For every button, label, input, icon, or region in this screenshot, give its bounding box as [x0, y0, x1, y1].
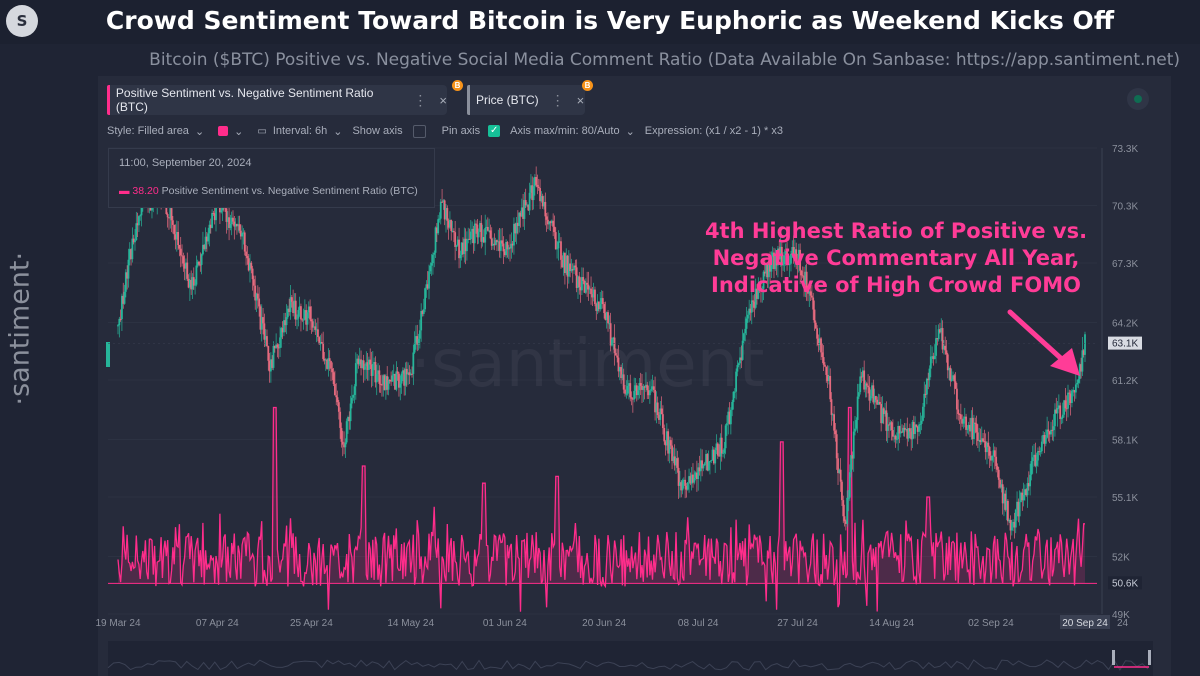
metric-color-edge: [467, 85, 470, 115]
color-swatch[interactable]: [218, 126, 229, 136]
annotation-line: 4th Highest Ratio of Positive vs.: [704, 219, 1088, 243]
status-dot-icon: [1134, 95, 1142, 103]
chart-toolbar: Style: Filled area ⌄ ⌄ ▭ Interval: 6h ⌄ …: [107, 122, 789, 140]
pin-axis-checkbox[interactable]: ✓: [488, 125, 501, 137]
tooltip-date: 11:00, September 20, 2024: [119, 157, 252, 169]
close-icon[interactable]: ×: [576, 92, 585, 108]
metric-tab-label: Positive Sentiment vs. Negative Sentimen…: [115, 86, 374, 114]
show-axis-checkbox[interactable]: [412, 124, 426, 138]
interval-icon: ▭: [257, 125, 267, 137]
hover-tooltip: 11:00, September 20, 2024 ▬ 38.20 Positi…: [108, 148, 435, 208]
more-icon[interactable]: ⋮: [413, 91, 428, 108]
annotation-line: Indicative of High Crowd FOMO: [711, 273, 1081, 297]
settings-toggle-button[interactable]: [1127, 88, 1149, 110]
santiment-watermark: ·santiment: [410, 325, 765, 402]
metric-color-edge: [107, 85, 110, 115]
style-selector[interactable]: Style: Filled area: [107, 125, 189, 137]
metric-tab-label: Price (BTC): [476, 93, 539, 107]
chevron-down-icon[interactable]: ⌄: [234, 125, 244, 138]
chevron-down-icon[interactable]: ⌄: [333, 125, 343, 138]
side-brand-logo: ·santiment·: [4, 251, 36, 406]
axis-maxmin-selector[interactable]: Axis max/min: 80/Auto: [510, 125, 620, 137]
tooltip-value: 38.20: [132, 185, 159, 197]
page-title: Crowd Sentiment Toward Bitcoin is Very E…: [105, 6, 1115, 35]
page-subtitle: Bitcoin ($BTC) Positive vs. Negative Soc…: [149, 50, 1180, 70]
tooltip-row: ▬ 38.20 Positive Sentiment vs. Negative …: [119, 185, 418, 197]
interval-selector[interactable]: Interval: 6h: [272, 125, 328, 137]
expression-field[interactable]: Expression: (x1 / x2 - 1) * x3: [644, 125, 783, 137]
bitcoin-icon: B: [582, 80, 593, 91]
metric-tab-price[interactable]: Price (BTC) ⋮ ×: [467, 85, 585, 115]
annotation-text: 4th Highest Ratio of Positive vs. Negati…: [696, 218, 1096, 299]
santiment-logo: S: [6, 5, 38, 37]
show-axis-label: Show axis: [352, 125, 403, 137]
chevron-down-icon[interactable]: ⌄: [625, 125, 635, 138]
more-icon[interactable]: ⋮: [550, 91, 565, 108]
close-icon[interactable]: ×: [439, 92, 447, 108]
title-bar: [0, 0, 1200, 44]
metric-tab-sentiment[interactable]: Positive Sentiment vs. Negative Sentimen…: [107, 85, 447, 115]
annotation-line: Negative Commentary All Year,: [712, 246, 1080, 270]
tooltip-label: Positive Sentiment vs. Negative Sentimen…: [161, 185, 418, 197]
bitcoin-icon: B: [452, 80, 463, 91]
pin-axis-label: Pin axis: [441, 125, 481, 137]
chevron-down-icon[interactable]: ⌄: [194, 125, 205, 138]
